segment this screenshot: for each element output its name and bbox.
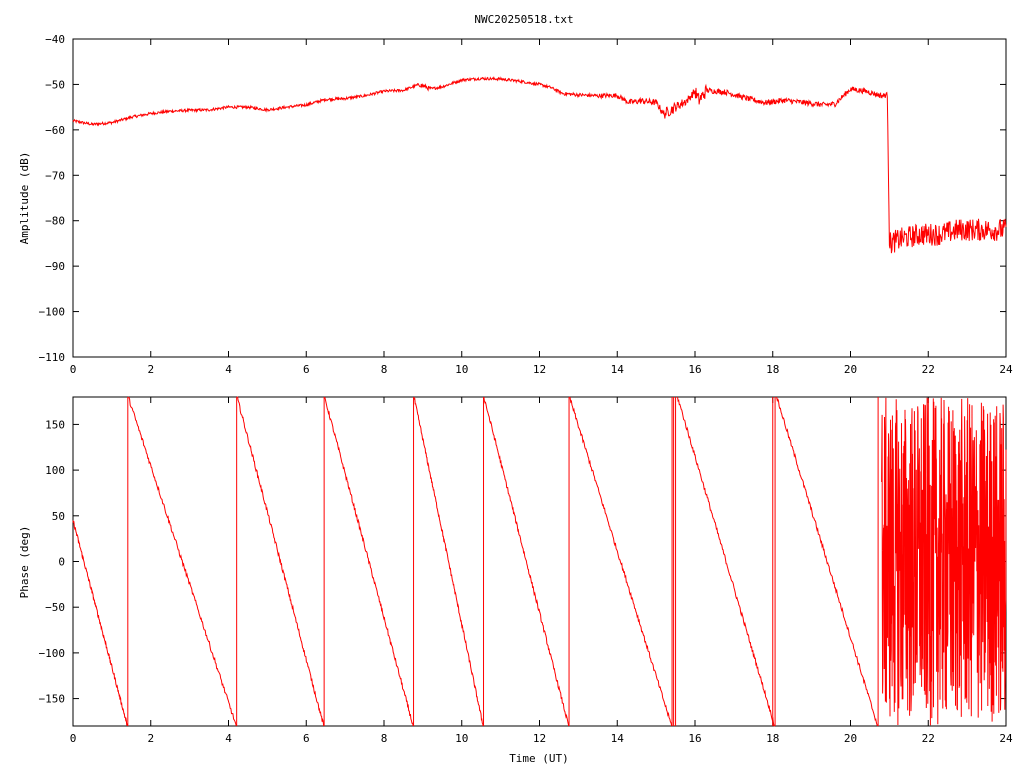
x-tick-label: 10 [455, 363, 468, 376]
y-tick-label: −70 [45, 169, 65, 182]
phase-ramp [72, 520, 128, 727]
x-tick-label: 0 [70, 732, 77, 745]
chart-title: NWC20250518.txt [474, 13, 573, 26]
x-tick-label: 4 [225, 363, 232, 376]
y-tick-label: 0 [58, 556, 65, 569]
y-tick-label: −100 [39, 647, 66, 660]
amplitude-series [72, 76, 1007, 254]
x-tick-label: 16 [688, 732, 701, 745]
y-tick-label: −150 [39, 693, 66, 706]
amplitude-axis-label: Amplitude (dB) [18, 152, 31, 245]
x-tick-label: 16 [688, 363, 701, 376]
x-tick-label: 22 [922, 363, 935, 376]
x-tick-label: 2 [147, 732, 154, 745]
amplitude-axis-ticks [72, 38, 1007, 358]
x-tick-label: 18 [766, 363, 779, 376]
y-tick-label: 150 [45, 418, 65, 431]
x-tick-label: 22 [922, 732, 935, 745]
x-tick-label: 24 [999, 363, 1013, 376]
phase-ramp [776, 396, 879, 727]
y-tick-label: −40 [45, 33, 65, 46]
x-tick-label: 4 [225, 732, 232, 745]
x-tick-label: 6 [303, 732, 310, 745]
x-tick-label: 0 [70, 363, 77, 376]
x-tick-label: 8 [381, 363, 388, 376]
y-tick-label: −60 [45, 124, 65, 137]
x-tick-label: 20 [844, 732, 857, 745]
y-tick-label: 100 [45, 464, 65, 477]
y-tick-label: −100 [39, 306, 66, 319]
phase-ramp [413, 396, 484, 727]
amplitude-tick-labels: 0 2 4 6 8 10 12 14 16 18 20 22 24−110−100−90−80−70−6… [39, 33, 1013, 376]
y-tick-label: −50 [45, 601, 65, 614]
y-tick-label: −110 [39, 351, 66, 364]
phase-ramp [324, 396, 414, 727]
x-tick-label: 12 [533, 363, 546, 376]
phase-panel: 0 2 4 6 8 10 12 14 16 18 20 22 24−150−100−5005010015… [18, 396, 1013, 765]
amplitude-panel: 0 2 4 6 8 10 12 14 16 18 20 22 24−110−100−90−80−70−6… [18, 33, 1013, 376]
x-tick-label: 20 [844, 363, 857, 376]
x-tick-label: 18 [766, 732, 779, 745]
phase-ramp [569, 396, 673, 727]
amplitude-line [72, 76, 1007, 254]
phase-tick-labels: 0 2 4 6 8 10 12 14 16 18 20 22 24−150−100−5005010015… [39, 418, 1013, 745]
phase-axis-label: Phase (deg) [18, 526, 31, 599]
phase-noise [881, 397, 1007, 726]
y-tick-label: −80 [45, 215, 65, 228]
x-tick-label: 10 [455, 732, 468, 745]
phase-series [72, 396, 1007, 727]
x-tick-label: 14 [611, 363, 625, 376]
y-tick-label: −90 [45, 260, 65, 273]
y-tick-label: −50 [45, 78, 65, 91]
phase-ramp [127, 396, 237, 727]
x-tick-label: 2 [147, 363, 154, 376]
y-tick-label: 50 [52, 510, 65, 523]
time-axis-label: Time (UT) [509, 752, 569, 765]
x-tick-label: 14 [611, 732, 625, 745]
x-tick-label: 8 [381, 732, 388, 745]
phase-ramp [677, 396, 775, 727]
x-tick-label: 12 [533, 732, 546, 745]
phase-ramp [483, 396, 570, 727]
x-tick-label: 6 [303, 363, 310, 376]
phase-ramp [237, 396, 325, 727]
x-tick-label: 24 [999, 732, 1013, 745]
